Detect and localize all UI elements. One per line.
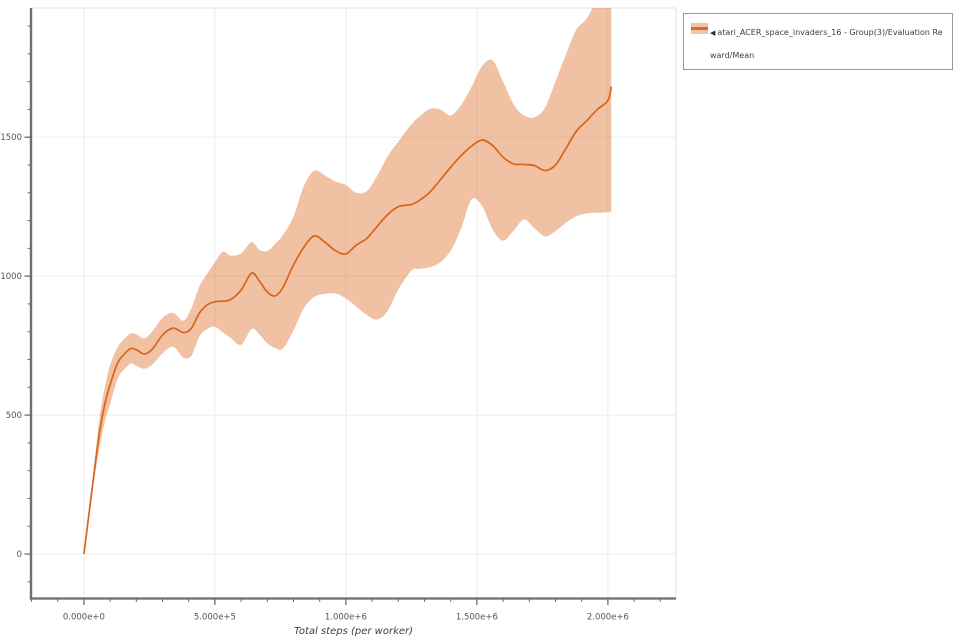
x-tick-label: 1.000e+6 [325,613,367,623]
x-axis-title: Total steps (per worker) [294,626,413,637]
legend[interactable]: ◀ atari_ACER_space_invaders_16 - Group(3)… [683,13,953,70]
legend-collapse-icon[interactable]: ◀ [710,29,716,37]
mean-line [83,86,613,555]
axes [24,8,676,605]
x-tick-label: 2.000e+6 [587,613,629,623]
y-tick-label: 1000 [0,272,22,282]
confidence-band [83,8,612,555]
y-tick-label: 500 [6,411,22,421]
y-tick-label: 0 [17,550,22,560]
legend-label: ◀ atari_ACER_space_invaders_16 - Group(3)… [710,28,943,60]
legend-line-swatch-icon [691,27,708,30]
tick-labels: 0.000e+0 5.000e+5 1.000e+6 1.500e+6 2.000e+6… [0,133,629,622]
legend-series-name: atari_ACER_space_invaders_16 - Group(3)/… [710,28,943,60]
x-tick-label: 1.500e+6 [456,613,498,623]
legend-band-swatch-icon [691,23,708,34]
y-tick-label: 1500 [0,133,22,143]
x-tick-label: 5.000e+5 [194,613,236,623]
x-tick-label: 0.000e+0 [63,613,105,623]
gridlines [31,7,677,599]
